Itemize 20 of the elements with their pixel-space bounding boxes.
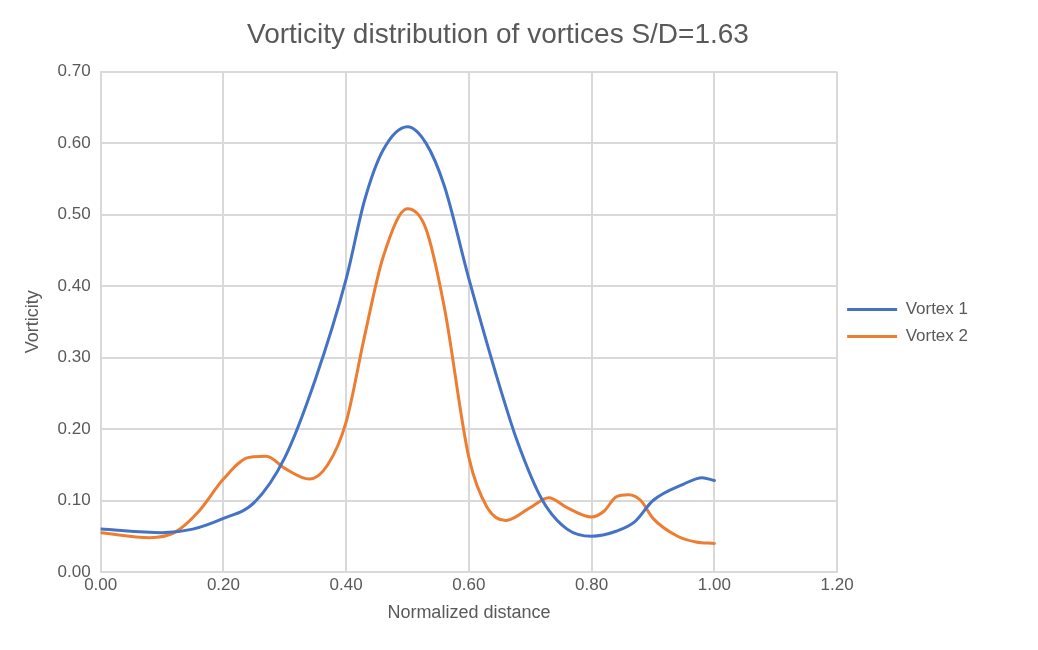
x-tick-label: 0.20 xyxy=(206,574,240,594)
line-series xyxy=(100,125,716,538)
y-axis-title: Vorticity xyxy=(21,290,42,354)
x-tick-label: 0.80 xyxy=(575,574,609,594)
y-tick-label: 0.40 xyxy=(57,275,91,295)
y-tick-label: 0.50 xyxy=(57,204,91,224)
legend-label: Vortex 2 xyxy=(905,326,968,346)
y-tick-label: 0.20 xyxy=(57,418,91,438)
x-axis-title: Normalized distance xyxy=(387,602,551,623)
legend-label: Vortex 1 xyxy=(905,299,968,319)
y-tick-label: 0.60 xyxy=(57,132,91,152)
x-tick-label: 1.00 xyxy=(697,574,731,594)
y-tick-label: 0.10 xyxy=(57,490,91,510)
x-tick-label: 0.60 xyxy=(452,574,486,594)
y-tick-label: 0.70 xyxy=(57,61,91,81)
x-tick-label: 1.20 xyxy=(820,574,854,594)
y-tick-label: 0.30 xyxy=(57,347,91,367)
line-series xyxy=(100,207,716,545)
chart-title: Vorticity distribution of vortices S/D=1.63 xyxy=(247,17,749,49)
x-tick-label: 0.40 xyxy=(329,574,363,594)
